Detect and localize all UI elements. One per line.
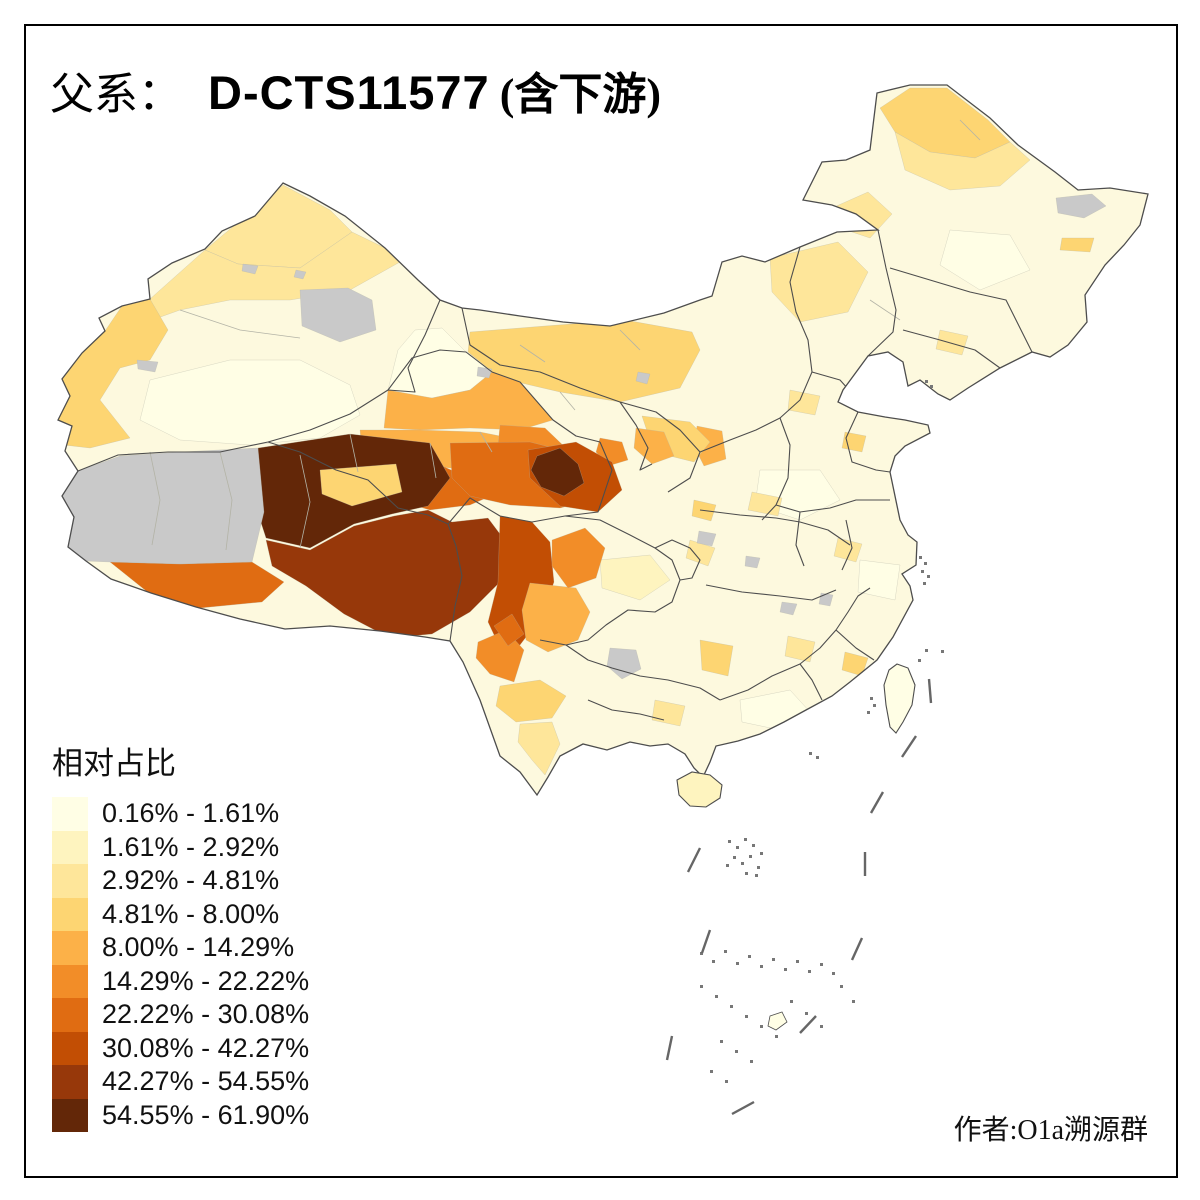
legend-swatch bbox=[52, 1098, 88, 1132]
page-title: 父系： D-CTS11577 (含下游) bbox=[50, 58, 661, 122]
legend-swatch bbox=[52, 964, 88, 998]
figure-frame bbox=[24, 24, 1178, 1178]
legend-row: 0.16% - 1.61% bbox=[52, 797, 309, 831]
legend-class-label: 2.92% - 4.81% bbox=[102, 865, 280, 896]
legend-row: 30.08% - 42.27% bbox=[52, 1031, 310, 1065]
legend: 相对占比 0.16% - 1.61% 1.61% - 2.92% 2.92% - 4… bbox=[52, 738, 309, 1132]
province-borders bbox=[77, 229, 1033, 721]
legend-row: 42.27% - 54.55% bbox=[52, 1065, 309, 1099]
title-prefix: 父系： bbox=[50, 70, 182, 119]
legend-swatch bbox=[52, 931, 88, 965]
legend-class-label: 1.61% - 2.92% bbox=[102, 831, 280, 862]
title-haplogroup: D-CTS11577 bbox=[208, 66, 490, 119]
attribution: 作者:O1a溯源群 bbox=[953, 1115, 1148, 1146]
choropleth-patches bbox=[58, 87, 1107, 776]
legend-class-label: 14.29% - 22.22% bbox=[102, 965, 310, 996]
legend-class-label: 30.08% - 42.27% bbox=[102, 1032, 310, 1063]
legend-class-label: 0.16% - 1.61% bbox=[102, 798, 280, 829]
legend-row: 22.22% - 30.08% bbox=[52, 998, 309, 1032]
legend-rows: 0.16% - 1.61% 1.61% - 2.92% 2.92% - 4.81% 4… bbox=[52, 797, 309, 1132]
legend-row: 2.92% - 4.81% bbox=[52, 864, 309, 898]
hainan-island bbox=[676, 771, 723, 808]
mainland-outline bbox=[57, 84, 1149, 797]
legend-title: 相对占比 bbox=[52, 746, 176, 781]
legend-class-label: 42.27% - 54.55% bbox=[102, 1066, 310, 1097]
legend-row: 14.29% - 22.22% bbox=[52, 964, 310, 998]
legend-swatch bbox=[52, 998, 88, 1032]
legend-swatch bbox=[52, 897, 88, 931]
legend-row: 4.81% - 8.00% bbox=[52, 897, 309, 931]
mainland-group bbox=[57, 84, 1149, 797]
legend-row: 54.55% - 61.90% bbox=[52, 1098, 310, 1132]
islands-group bbox=[676, 380, 944, 1083]
south-china-sea-island bbox=[767, 1011, 788, 1031]
legend-row: 1.61% - 2.92% bbox=[52, 830, 309, 864]
legend-class-label: 4.81% - 8.00% bbox=[102, 898, 280, 929]
legend-class-label: 54.55% - 61.90% bbox=[102, 1099, 310, 1130]
legend-class-label: 8.00% - 14.29% bbox=[102, 932, 295, 963]
taiwan-island bbox=[883, 663, 916, 734]
legend-swatch bbox=[52, 1031, 88, 1065]
legend-row: 8.00% - 14.29% bbox=[52, 931, 309, 965]
legend-swatch bbox=[52, 1065, 88, 1099]
legend-swatch bbox=[52, 864, 88, 898]
legend-swatch bbox=[52, 830, 88, 864]
legend-swatch bbox=[52, 797, 88, 831]
legend-class-label: 22.22% - 30.08% bbox=[102, 999, 310, 1030]
title-suffix: (含下游) bbox=[499, 70, 662, 119]
nine-dash-line bbox=[665, 678, 933, 1116]
